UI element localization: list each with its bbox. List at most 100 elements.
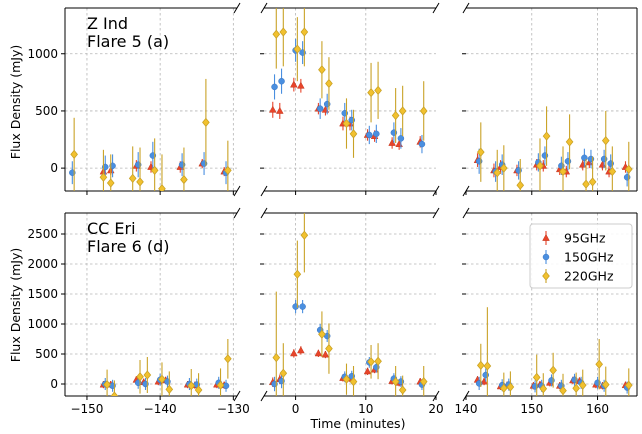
y-tick-label: 2000 <box>27 257 58 271</box>
point-150ghz <box>373 130 380 138</box>
point-220ghz <box>419 106 428 116</box>
point-220ghz <box>539 384 548 394</box>
break-mark <box>233 185 241 197</box>
point-95ghz <box>290 349 298 357</box>
point-220ghz <box>595 359 604 369</box>
point-220ghz <box>110 391 119 396</box>
point-220ghz <box>272 352 281 363</box>
y-tick-label: 0 <box>50 161 58 175</box>
point-220ghz <box>391 376 400 387</box>
point-220ghz <box>349 129 358 139</box>
point-220ghz <box>136 177 144 187</box>
x-tick-label: 0 <box>292 402 300 416</box>
point-220ghz <box>565 137 574 147</box>
point-220ghz <box>103 379 111 390</box>
point-220ghz <box>367 357 375 367</box>
break-mark <box>260 390 268 402</box>
x-tick-label: 160 <box>586 402 609 416</box>
point-220ghz <box>624 164 633 174</box>
point-220ghz <box>499 383 508 393</box>
point-220ghz <box>499 163 508 173</box>
point-95ghz <box>578 160 587 168</box>
series-group <box>268 213 428 396</box>
break-mark <box>233 390 241 402</box>
x-tick-label: 10 <box>358 402 373 416</box>
point-220ghz <box>398 106 407 116</box>
point-150ghz <box>222 382 230 390</box>
y-tick-label: 1000 <box>27 47 58 61</box>
point-220ghz <box>224 165 232 176</box>
point-220ghz <box>374 356 382 366</box>
legend-label: 95GHz <box>564 231 606 246</box>
point-220ghz <box>542 131 551 141</box>
y-axis-label-top: Flux Density (mJy) <box>8 45 23 159</box>
point-220ghz <box>202 117 210 128</box>
series-group <box>473 307 633 396</box>
series-group <box>473 106 633 191</box>
point-95ghz <box>297 81 305 89</box>
point-220ghz <box>136 372 144 382</box>
point-150ghz <box>542 253 550 261</box>
point-150ghz <box>278 77 285 85</box>
point-220ghz <box>578 380 587 390</box>
y-tick-label: 500 <box>35 104 58 118</box>
point-150ghz <box>397 135 405 142</box>
legend-label: 150GHz <box>564 250 614 265</box>
break-mark <box>260 207 268 219</box>
y-tick-label: 500 <box>35 347 58 361</box>
point-220ghz <box>572 383 580 393</box>
point-220ghz <box>601 379 610 390</box>
point-220ghz <box>99 172 108 182</box>
point-220ghz <box>342 118 351 129</box>
point-220ghz <box>476 147 485 157</box>
point-220ghz <box>476 360 485 371</box>
point-220ghz <box>165 384 174 395</box>
point-220ghz <box>398 385 407 395</box>
break-mark <box>260 185 268 197</box>
point-95ghz <box>290 80 298 88</box>
point-220ghz <box>559 385 567 396</box>
point-220ghz <box>601 136 610 146</box>
x-tick-label: 150 <box>520 402 543 416</box>
panel-r0-c1 <box>260 2 440 197</box>
point-220ghz <box>224 354 232 364</box>
point-220ghz <box>608 166 617 177</box>
point-150ghz <box>271 83 278 91</box>
point-150ghz <box>316 105 324 112</box>
point-220ghz <box>180 174 188 185</box>
y-tick-label: 1500 <box>27 287 58 301</box>
break-mark <box>233 207 241 219</box>
point-95ghz <box>388 138 396 146</box>
point-150ghz <box>418 140 426 148</box>
point-220ghz <box>342 374 351 384</box>
point-95ghz <box>268 105 277 113</box>
panel-r0-c0: 0 500 1000 <box>27 2 241 197</box>
point-220ghz <box>532 372 541 383</box>
x-tick-label: 140 <box>455 402 478 416</box>
point-220ghz <box>293 44 302 54</box>
point-220ghz <box>128 173 137 184</box>
legend-box <box>529 223 633 289</box>
point-220ghz <box>279 368 288 378</box>
break-mark <box>462 2 470 14</box>
x-tick-label: −140 <box>144 402 177 416</box>
panel-r1-c1: 0 10 20 <box>260 207 444 416</box>
panel-annotation: Flare 6 (d) <box>87 237 170 256</box>
break-mark <box>260 2 268 14</box>
panel-annotation: CC Eri <box>87 219 136 238</box>
point-220ghz <box>158 374 166 384</box>
panel-r1-c2: 140 150 160 <box>455 207 638 416</box>
x-tick-label: −150 <box>70 402 103 416</box>
point-95ghz <box>363 367 372 375</box>
y-tick-label: 0 <box>50 377 58 391</box>
point-220ghz <box>293 269 302 279</box>
point-220ghz <box>325 78 333 89</box>
point-220ghz <box>187 381 196 391</box>
point-220ghz <box>624 380 633 390</box>
point-150ghz <box>366 131 373 139</box>
point-220ghz <box>542 271 550 281</box>
point-220ghz <box>106 178 115 188</box>
legend: 95GHz 150GHz 220GHz <box>529 223 633 289</box>
